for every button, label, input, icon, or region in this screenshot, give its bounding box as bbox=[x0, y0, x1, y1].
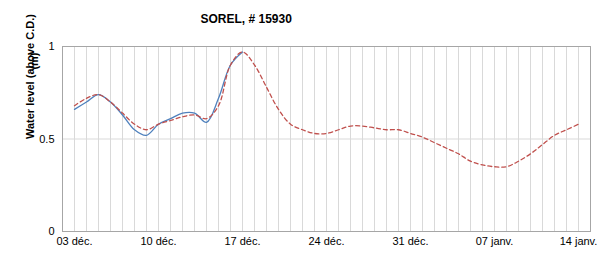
svg-text:17 déc.: 17 déc. bbox=[224, 235, 260, 247]
svg-text:07 janv.: 07 janv. bbox=[476, 235, 514, 247]
svg-text:Water level (above C.D.): Water level (above C.D.) bbox=[24, 14, 36, 139]
svg-text:0.5: 0.5 bbox=[39, 133, 54, 145]
svg-text:03 déc.: 03 déc. bbox=[56, 235, 92, 247]
svg-text:24 déc.: 24 déc. bbox=[308, 235, 344, 247]
svg-text:1: 1 bbox=[48, 40, 54, 52]
svg-text:14 janv.: 14 janv. bbox=[560, 235, 598, 247]
svg-text:10 déc.: 10 déc. bbox=[140, 235, 176, 247]
svg-text:0: 0 bbox=[48, 225, 54, 237]
svg-text:(m): (m) bbox=[28, 52, 40, 69]
svg-text:31 déc.: 31 déc. bbox=[392, 235, 428, 247]
svg-text:SOREL, # 15930: SOREL, # 15930 bbox=[201, 12, 293, 26]
